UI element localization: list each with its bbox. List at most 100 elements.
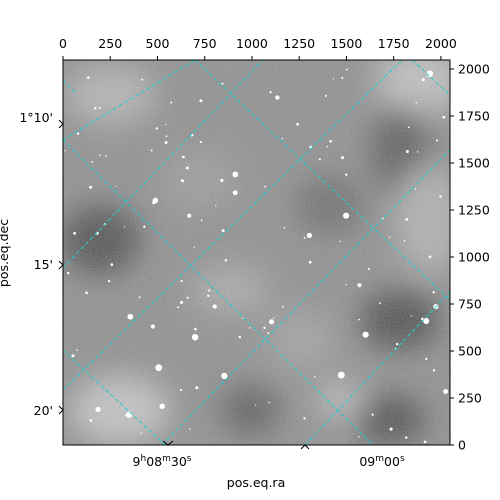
star — [123, 226, 126, 228]
grid-line — [63, 79, 76, 93]
pixel-x-tick-label: 1750 — [378, 36, 410, 51]
star — [329, 139, 333, 143]
star — [232, 190, 238, 196]
star — [159, 403, 165, 410]
star — [155, 127, 159, 130]
star — [341, 76, 344, 79]
star — [138, 296, 141, 299]
star — [313, 376, 316, 378]
star — [76, 132, 80, 135]
y-axis-label: pos.eq.dec — [0, 219, 11, 287]
ra-tick-mark — [162, 440, 174, 446]
star — [358, 318, 360, 321]
star — [170, 101, 173, 104]
star — [281, 305, 284, 308]
star — [107, 279, 111, 283]
star — [269, 91, 272, 94]
dec-tick-mark — [58, 260, 64, 270]
star — [345, 173, 348, 176]
star — [165, 123, 167, 126]
ra-tick-label: 9h08m30s — [133, 454, 192, 469]
sky-image — [63, 60, 450, 445]
star — [212, 304, 217, 309]
star — [221, 229, 225, 233]
star — [199, 141, 202, 144]
star — [407, 126, 410, 129]
star — [98, 106, 101, 110]
star — [155, 364, 163, 372]
star — [281, 137, 284, 140]
star — [395, 342, 399, 346]
pixel-y-tick-label: 500 — [458, 344, 482, 359]
star — [421, 317, 424, 321]
star — [388, 236, 391, 239]
pixel-y-axis-right: 0 250 500 750 1000 1250 1500 1750 2000 — [450, 62, 490, 453]
star — [115, 185, 117, 187]
star — [165, 135, 168, 137]
x-axis-label: pos.eq.ra — [227, 475, 285, 490]
star — [208, 289, 211, 292]
star — [67, 271, 70, 275]
pixel-x-tick-label: 2000 — [425, 36, 457, 51]
star — [191, 333, 199, 341]
ra-axis-bottom: 9h08m30s 09m00s — [133, 440, 405, 469]
star — [421, 78, 425, 82]
star — [423, 317, 430, 325]
star — [89, 185, 93, 189]
grid-line — [63, 139, 374, 445]
star — [207, 294, 210, 298]
star — [94, 107, 97, 110]
star — [326, 145, 328, 148]
pixel-y-tick-label: 1500 — [458, 156, 490, 171]
star — [442, 115, 446, 119]
pixel-y-tick-label: 250 — [458, 391, 482, 406]
star — [403, 239, 406, 242]
star — [357, 283, 362, 288]
dec-tick-label: 20' — [34, 403, 53, 418]
star — [325, 94, 328, 97]
ra-tick-label: 09m00s — [359, 454, 405, 469]
star — [432, 369, 436, 372]
star — [345, 68, 348, 71]
star — [272, 317, 275, 319]
dec-tick-label: 1°10' — [19, 110, 53, 125]
star — [185, 166, 189, 170]
star — [238, 335, 242, 339]
image-frame — [62, 59, 451, 446]
star — [85, 291, 88, 295]
star — [182, 155, 185, 159]
star — [339, 240, 342, 243]
grid-line — [63, 349, 166, 445]
star — [436, 139, 439, 142]
star — [405, 150, 409, 153]
star — [140, 432, 143, 435]
star — [263, 326, 266, 330]
pixel-x-tick-label: 250 — [98, 36, 122, 51]
pixel-y-tick-label: 0 — [458, 438, 466, 453]
star — [389, 427, 393, 431]
pixel-y-tick-label: 1750 — [458, 109, 490, 124]
dec-axis-left: 1°10' 15' 20' — [19, 110, 64, 418]
star — [275, 95, 280, 100]
star — [99, 154, 101, 156]
star — [189, 428, 191, 430]
star — [221, 372, 228, 380]
star-field — [64, 68, 449, 444]
grid-line — [63, 60, 403, 391]
pixel-x-tick-label: 750 — [193, 36, 217, 51]
star — [423, 440, 427, 444]
star — [143, 225, 146, 228]
star — [64, 149, 66, 152]
star — [283, 226, 286, 229]
star — [337, 371, 345, 379]
star — [439, 195, 442, 198]
star — [343, 212, 350, 219]
coordinate-grid — [63, 60, 450, 445]
star — [415, 101, 418, 104]
star — [87, 76, 90, 79]
pixel-x-tick-label: 1500 — [331, 36, 363, 51]
star — [362, 331, 369, 338]
star — [443, 389, 449, 394]
grid-line — [304, 291, 450, 445]
star — [105, 155, 107, 157]
